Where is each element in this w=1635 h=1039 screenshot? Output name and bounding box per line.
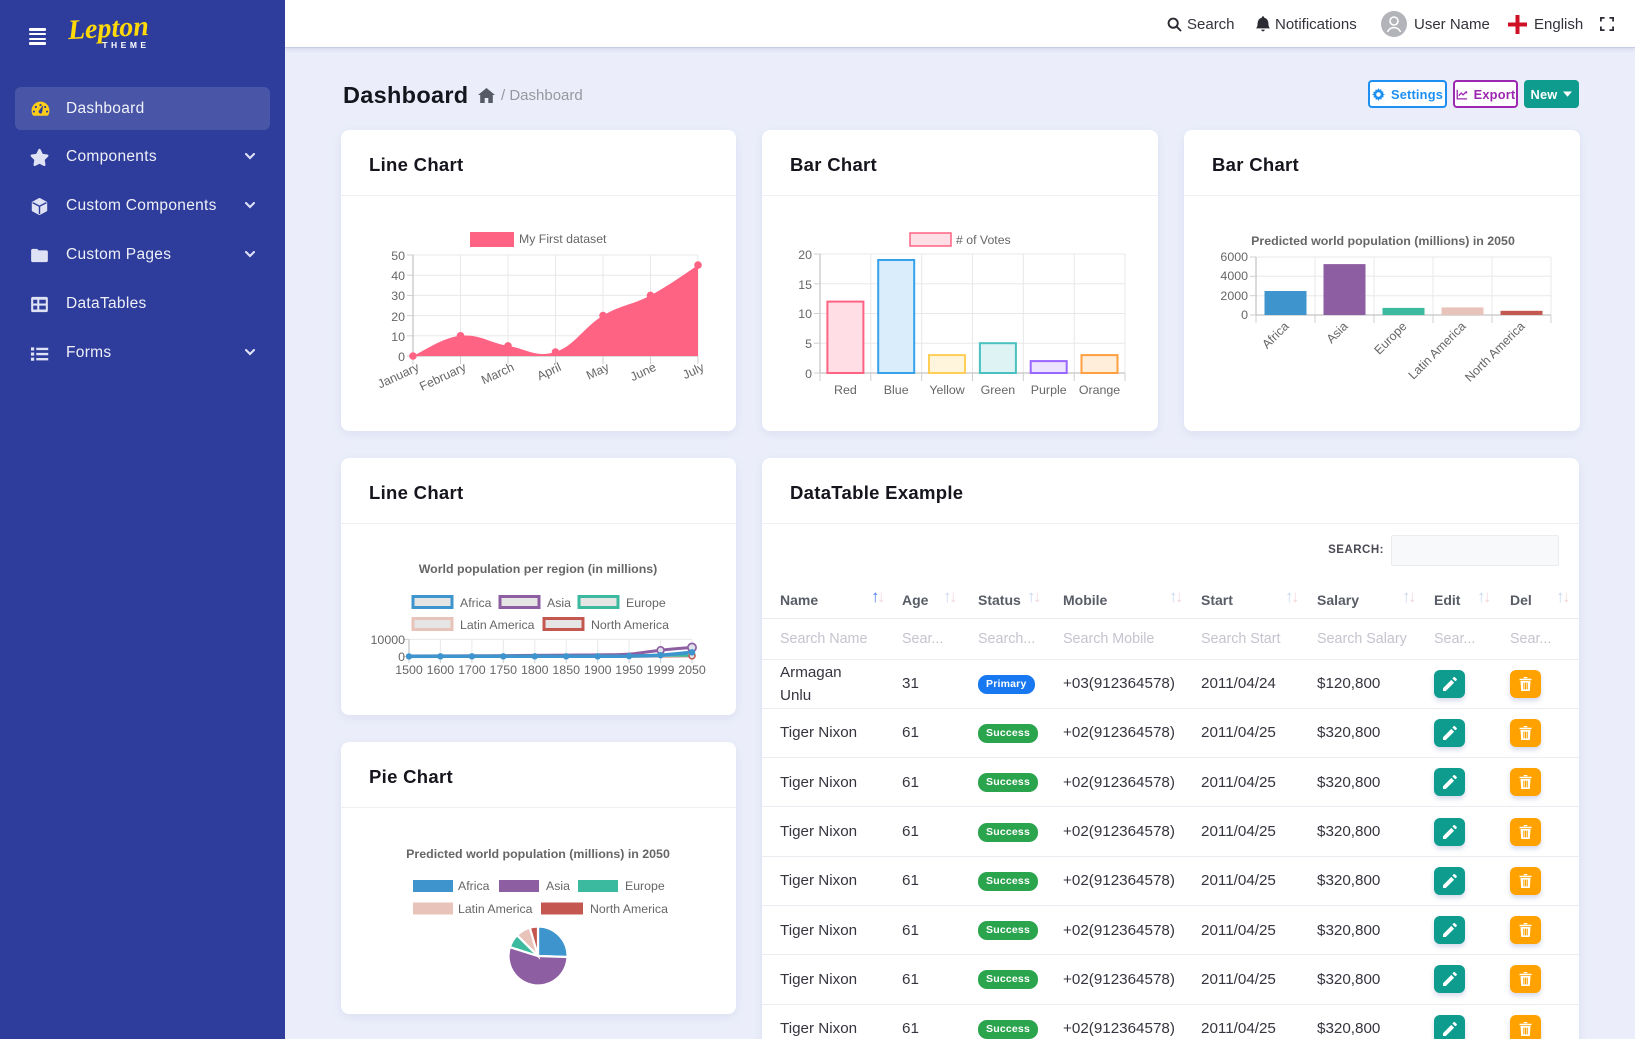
svg-text:0: 0 [805, 367, 812, 381]
svg-text:50: 50 [391, 249, 405, 263]
svg-text:1600: 1600 [427, 663, 455, 677]
svg-text:Purple: Purple [1031, 383, 1067, 397]
svg-text:Asia: Asia [1324, 319, 1351, 346]
svg-text:Yellow: Yellow [929, 383, 964, 397]
svg-text:World population per region (i: World population per region (in millions… [419, 562, 658, 576]
svg-text:Europe: Europe [626, 596, 666, 610]
svg-text:30: 30 [391, 289, 405, 303]
svg-text:1800: 1800 [521, 663, 549, 677]
svg-text:Red: Red [834, 383, 857, 397]
svg-text:Europe: Europe [625, 879, 665, 893]
svg-text:February: February [417, 360, 469, 394]
svg-text:Blue: Blue [884, 383, 909, 397]
svg-text:10: 10 [391, 330, 405, 344]
svg-text:North America: North America [590, 902, 668, 916]
svg-text:Africa: Africa [1259, 319, 1291, 351]
svg-text:Orange: Orange [1079, 383, 1120, 397]
svg-text:10: 10 [798, 307, 812, 321]
svg-text:2000: 2000 [1220, 289, 1248, 303]
svg-text:June: June [628, 360, 658, 384]
svg-text:Latin America: Latin America [1406, 319, 1469, 382]
svg-text:1700: 1700 [458, 663, 486, 677]
svg-text:1500: 1500 [395, 663, 423, 677]
svg-text:Africa: Africa [458, 879, 490, 893]
svg-text:4000: 4000 [1220, 269, 1248, 283]
svg-text:40: 40 [391, 269, 405, 283]
svg-text:Green: Green [981, 383, 1016, 397]
svg-text:15: 15 [798, 278, 812, 292]
svg-text:North America: North America [1462, 319, 1527, 384]
svg-text:0: 0 [398, 650, 405, 664]
svg-text:January: January [375, 360, 422, 392]
svg-text:20: 20 [798, 248, 812, 262]
svg-text:North America: North America [591, 618, 669, 632]
svg-text:Europe: Europe [1371, 319, 1409, 357]
svg-text:20: 20 [391, 310, 405, 324]
svg-text:April: April [535, 360, 563, 383]
svg-text:Latin America: Latin America [458, 902, 533, 916]
svg-text:July: July [680, 360, 707, 382]
svg-text:My First dataset: My First dataset [519, 232, 607, 246]
svg-text:Asia: Asia [546, 879, 570, 893]
svg-text:2050: 2050 [678, 663, 706, 677]
svg-text:5: 5 [805, 337, 812, 351]
svg-text:March: March [479, 360, 516, 387]
svg-text:0: 0 [1241, 308, 1248, 322]
svg-text:Predicted world population (mi: Predicted world population (millions) in… [406, 847, 670, 861]
svg-text:May: May [584, 360, 612, 383]
svg-text:1750: 1750 [490, 663, 518, 677]
svg-text:# of Votes: # of Votes [956, 233, 1011, 247]
svg-text:1850: 1850 [552, 663, 580, 677]
svg-text:Predicted world population (mi: Predicted world population (millions) in… [1251, 234, 1515, 248]
svg-text:10000: 10000 [371, 633, 406, 647]
svg-text:Africa: Africa [460, 596, 492, 610]
svg-text:1950: 1950 [615, 663, 643, 677]
svg-text:6000: 6000 [1220, 250, 1248, 264]
svg-text:1900: 1900 [584, 663, 612, 677]
svg-text:0: 0 [398, 350, 405, 364]
svg-text:Latin America: Latin America [460, 618, 535, 632]
svg-text:Asia: Asia [547, 596, 571, 610]
svg-text:1999: 1999 [647, 663, 675, 677]
